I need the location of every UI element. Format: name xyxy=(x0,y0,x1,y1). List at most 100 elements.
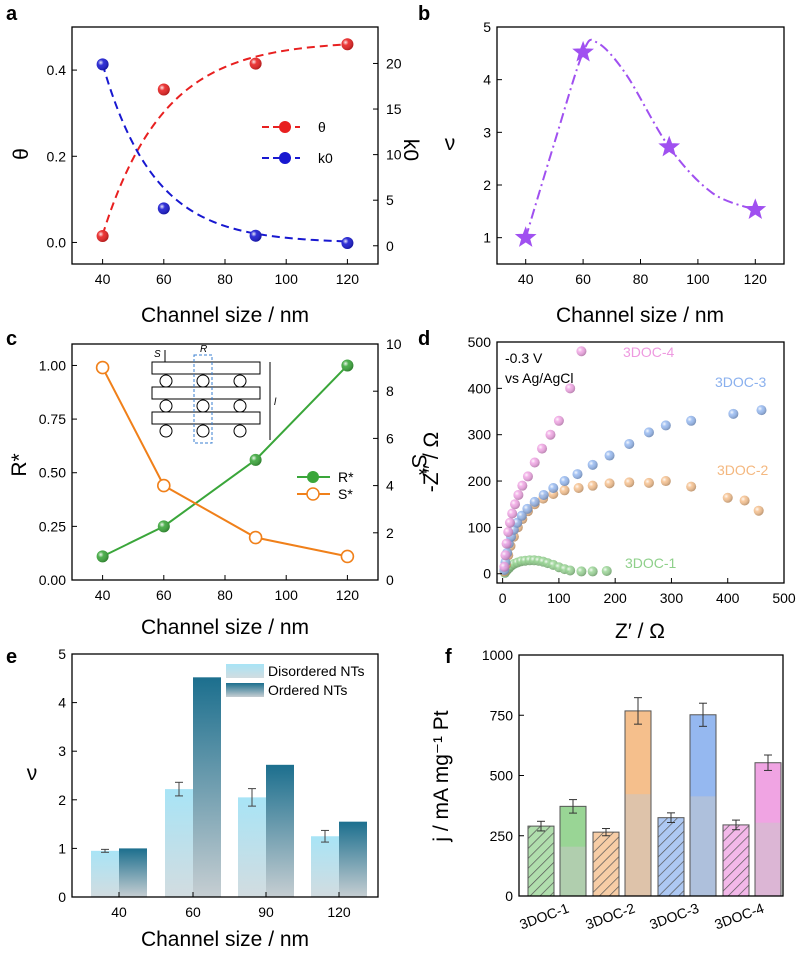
panel-a-frame xyxy=(71,26,379,265)
panel-d-annotation-2: vs Ag/AgCl xyxy=(505,370,573,386)
bar-fade xyxy=(690,796,716,896)
panel-c-legend: R* S* xyxy=(297,469,354,502)
panel-a-y2label: k0 xyxy=(399,139,422,161)
panel-f-ytick-label: 750 xyxy=(490,707,514,723)
nyquist-point-shade xyxy=(529,457,540,468)
rstar-line xyxy=(102,364,349,558)
panel-e-ytick-label: 3 xyxy=(58,743,66,759)
panel-c-right-ytick-label: 8 xyxy=(386,383,394,399)
panel-f-ytick-label: 0 xyxy=(505,888,513,904)
panel-e: e 40 60 90 120 0 1 2 3 4 5 Channel size / nm ν Di… xyxy=(6,646,379,951)
theta-fit-line xyxy=(101,43,348,236)
panel-e-xtick-label: 40 xyxy=(111,904,127,920)
panel-c-right-ytick-label: 2 xyxy=(386,525,394,541)
k0-point-shade xyxy=(157,202,170,215)
panel-c-ylabel: R* xyxy=(8,453,31,476)
panel-c-xtick-label: 80 xyxy=(217,587,233,603)
nyquist-point-shade xyxy=(537,443,548,454)
panel-b-ytick-label: 3 xyxy=(483,124,491,140)
panel-d-xtick-label: 0 xyxy=(499,590,507,606)
legend-rstar: R* xyxy=(338,469,354,485)
nyquist-point-shade xyxy=(604,478,615,489)
legend-theta: θ xyxy=(318,119,326,135)
panel-d-ytick-label: 100 xyxy=(468,519,492,535)
rstar-point-shade xyxy=(249,453,262,466)
label-3doc-2: 3DOC-2 xyxy=(717,462,769,478)
bar-ordered xyxy=(266,764,294,897)
nyquist-point-shade xyxy=(624,477,635,488)
theta-point-shade xyxy=(157,83,170,96)
nyquist-point-shade xyxy=(538,489,549,500)
panel-e-ytick-label: 5 xyxy=(58,646,66,662)
panel-b-xtick-label: 120 xyxy=(744,271,768,287)
panel-c-right-ytick-label: 4 xyxy=(386,478,394,494)
panel-d-ytick-label: 400 xyxy=(468,380,492,396)
panel-d-xtick-label: 400 xyxy=(716,590,740,606)
nu-curve xyxy=(524,38,756,238)
bar-ordered xyxy=(119,848,147,897)
theta-point-shade xyxy=(341,38,354,51)
panel-d-xtick-label: 200 xyxy=(603,590,627,606)
panel-d-xtick-label: 300 xyxy=(660,590,684,606)
panel-c-xtick-label: 60 xyxy=(156,587,172,603)
panel-e-xtick-label: 120 xyxy=(327,904,351,920)
panel-b-ytick-label: 5 xyxy=(483,19,491,35)
panel-b-ytick-label: 1 xyxy=(483,230,491,246)
nyquist-point-shade xyxy=(587,459,598,470)
nyquist-point-shade xyxy=(739,495,750,506)
k0-fit-line xyxy=(101,64,348,243)
panel-a-right-ytick-label: 0 xyxy=(386,238,394,254)
panel-c-ytick-label: 0.00 xyxy=(39,572,66,588)
nyquist-point-shade xyxy=(565,565,576,576)
k0-point-shade xyxy=(249,229,262,242)
sstar-point xyxy=(157,478,171,493)
panel-e-frame xyxy=(71,653,379,898)
nyquist-point-shade xyxy=(503,527,514,538)
nyquist-point-shade xyxy=(548,482,559,493)
panel-e-ytick-label: 0 xyxy=(58,889,66,905)
panel-c-xtick-label: 120 xyxy=(336,587,360,603)
bar-disordered xyxy=(238,797,266,897)
panel-d: d 0 100 200 300 400 500 0 100 200 300 400 500 Z′ / … xyxy=(418,328,796,643)
label-3doc-1: 3DOC-1 xyxy=(625,555,677,571)
nu-star-point xyxy=(572,40,594,62)
nyquist-point-shade xyxy=(522,503,533,514)
panel-f-xtick-label: 3DOC-2 xyxy=(583,900,637,933)
nyquist-point-shade xyxy=(660,420,671,431)
nyquist-point-shade xyxy=(513,489,524,500)
panel-d-ylabel: -Z″ / Ω xyxy=(420,432,443,492)
panel-e-ytick-label: 1 xyxy=(58,840,66,856)
nyquist-point-shade xyxy=(587,566,598,577)
panel-c-right-ytick-label: 10 xyxy=(386,336,402,352)
panel-f-xtick-label: 3DOC-1 xyxy=(517,900,571,933)
panel-e-xtick-label: 90 xyxy=(258,904,274,920)
panel-f-ytick-label: 250 xyxy=(490,828,514,844)
panel-f-ytick-label: 500 xyxy=(490,768,514,784)
nyquist-point-shade xyxy=(753,505,764,516)
panel-e-ytick-label: 2 xyxy=(58,792,66,808)
panel-c-y2label: S* xyxy=(407,454,430,476)
panel-a-right-ytick-label: 10 xyxy=(386,147,402,163)
nyquist-point-shade xyxy=(517,480,528,491)
panel-a-right-ytick-label: 15 xyxy=(386,101,402,117)
nyquist-point-shade xyxy=(501,538,512,549)
nyquist-point-shade xyxy=(587,480,598,491)
nyquist-point-shade xyxy=(601,565,612,576)
label-3doc-3: 3DOC-3 xyxy=(715,374,767,390)
panel-c-ytick-label: 0.75 xyxy=(39,411,66,427)
sstar-point xyxy=(95,360,110,375)
panel-d-ytick-label: 300 xyxy=(468,427,492,443)
panel-a-label: a xyxy=(6,3,18,25)
panel-b-xtick-label: 60 xyxy=(575,271,591,287)
panel-d-annotation-1: -0.3 V xyxy=(505,350,543,366)
theta-point-shade xyxy=(96,229,109,242)
rstar-point-shade xyxy=(157,520,170,533)
nyquist-point-shade xyxy=(559,485,570,496)
nyquist-point-shade xyxy=(572,469,583,480)
k0-point-shade xyxy=(96,58,109,71)
nyquist-point-shade xyxy=(756,405,767,416)
panel-d-xtick-label: 100 xyxy=(547,590,571,606)
theta-point-shade xyxy=(249,57,262,70)
bar-disordered xyxy=(311,836,339,897)
